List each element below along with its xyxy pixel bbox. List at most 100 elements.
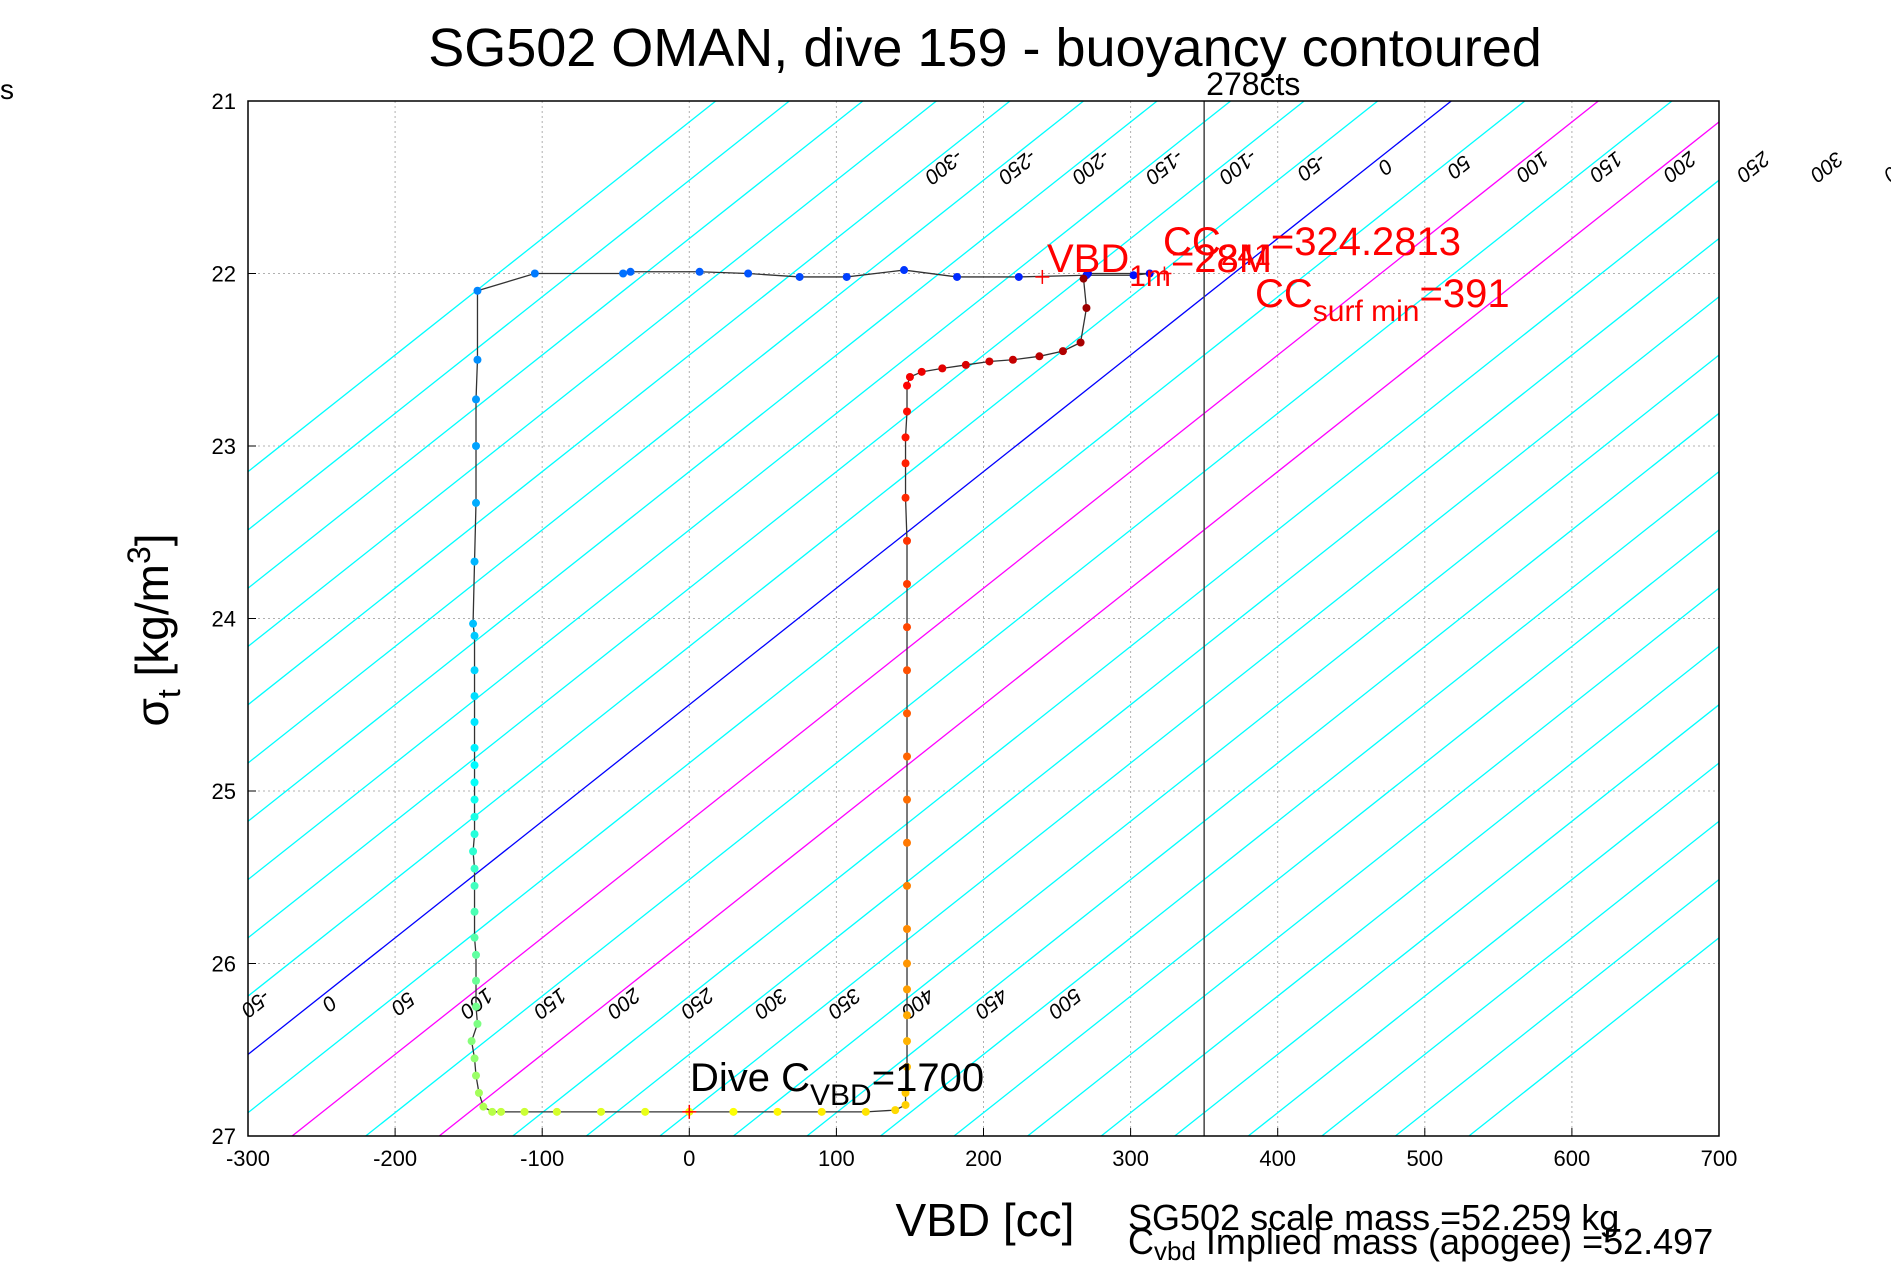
dive-track-point [467,1037,476,1046]
dive-track-point [795,272,804,281]
buoyancy-contour-line [1468,937,1719,1136]
ccsurf-sub: surf min [1313,295,1420,328]
dive-track-point [903,580,912,588]
dive-track-point [520,1107,529,1116]
buoyancy-contour-line [248,101,1084,764]
dive-track-point [474,1088,483,1097]
buoyancy-contour-line [248,101,717,473]
red-markers [682,266,1172,1119]
x-tick-label: -300 [226,1146,270,1171]
dive-track-point [472,950,481,959]
buoyancy-contour-line [953,529,1719,1136]
dive-track-point [903,925,912,933]
cc241-sub: 241 [1221,239,1271,272]
dive-track-point [530,269,539,278]
dive-track-point [619,269,628,278]
dive-track-point [470,743,479,752]
dive-track-point [1145,269,1154,278]
vbd1m-sub: 1m [1129,260,1171,293]
dive-track-point [470,631,479,640]
buoyancy-contour-line [248,101,1452,1056]
buoyancy-contour-line [659,295,1719,1136]
buoyancy-contour-line [438,121,1719,1136]
buoyancy-contour-line [1321,820,1719,1136]
buoyancy-contour-line [248,101,1526,1114]
y-label-close: ] [126,533,178,546]
dive-track-point [842,272,851,281]
buoyancy-contour-line [248,101,1011,706]
dive-track-point [470,907,479,916]
dive-track-point [473,286,482,295]
dive-track-point [695,267,704,276]
dive-track-point [626,267,635,276]
y-tick-label: 21 [212,89,236,114]
dive-track-point [901,1100,910,1109]
buoyancy-contour-line [733,354,1719,1136]
buoyancy-contour-line [248,101,1232,881]
dive-track-point [470,557,479,566]
buoyancy-contour-line [248,101,864,590]
x-tick-label: 100 [818,1146,855,1171]
dive-track [467,266,1154,1116]
dive-track-point [1076,338,1085,347]
dive-c-vbd-annotation: Dive CVBD=1700 [690,1056,984,1112]
buoyancy-contour-line [248,101,937,648]
dive-track-point [985,357,994,366]
y-label-sub: t [151,689,187,698]
implied-rest: Implied mass (apogee) =52.497 [1196,1221,1713,1262]
dive-track-point [1058,347,1067,356]
divec-sub: VBD [810,1079,872,1112]
y-label-units: [kg/m [126,564,178,689]
buoyancy-contour-line [1100,645,1719,1136]
y-tick-label: 22 [212,262,236,287]
dive-track-point [470,761,479,770]
dive-track-point [903,623,912,632]
dive-track-point [470,718,479,726]
vbd1m-value: =28M [1171,237,1272,281]
cc-surf-min-annotation: CCsurf min=391 [1255,272,1510,328]
dive-track-point [901,493,910,502]
dive-track-line [470,269,1150,1113]
x-tick-label: 700 [1701,1146,1738,1171]
y-axis-label: σt [kg/m3] [121,533,187,726]
dive-track-point [903,666,912,675]
dive-track-point [903,709,912,718]
dive-track-point [470,795,479,804]
dive-track-point [479,1102,488,1111]
x-tick-label: 600 [1554,1146,1591,1171]
y-label-sup: 3 [121,546,157,564]
dive-track-point [469,619,478,628]
dive-track-point [903,536,912,545]
buoyancy-contour-line [365,101,1673,1136]
dive-track-point [900,266,909,275]
dive-track-point [473,355,482,364]
y-label-main: σ [126,698,178,726]
x-axis-label: VBD [cc] [896,1194,1075,1246]
y-tick-label: 25 [212,779,236,804]
ccsurf-main: CC [1255,272,1313,316]
contour-label: 250 [1732,146,1775,187]
dive-track-point [597,1107,606,1116]
stray-label: s [0,74,14,105]
dive-track-point [497,1107,506,1116]
buoyancy-contour-line [248,101,1158,823]
dive-track-point [470,1054,479,1063]
dive-track-point [472,498,481,507]
buoyancy-contour-line [291,101,1599,1136]
scale-mass-note: SG502 scale mass =52.259 kg [1128,1197,1619,1238]
dive-track-point [903,985,912,994]
dive-track-point [903,381,912,390]
dive-track-point [1082,304,1091,312]
dive-track-point [470,692,479,701]
dive-track-point [469,847,478,856]
x-tick-label: -200 [373,1146,417,1171]
dive-track-point [903,881,912,890]
y-tick-label: 27 [212,1124,236,1149]
dive-track-point [472,1071,481,1080]
vbd-1m-annotation: VBD1m=28M [1047,237,1272,293]
dive-track-point [901,1088,910,1097]
dive-track-point [953,272,962,281]
y-tick-label: 24 [212,607,236,632]
dive-track-point [470,881,479,890]
